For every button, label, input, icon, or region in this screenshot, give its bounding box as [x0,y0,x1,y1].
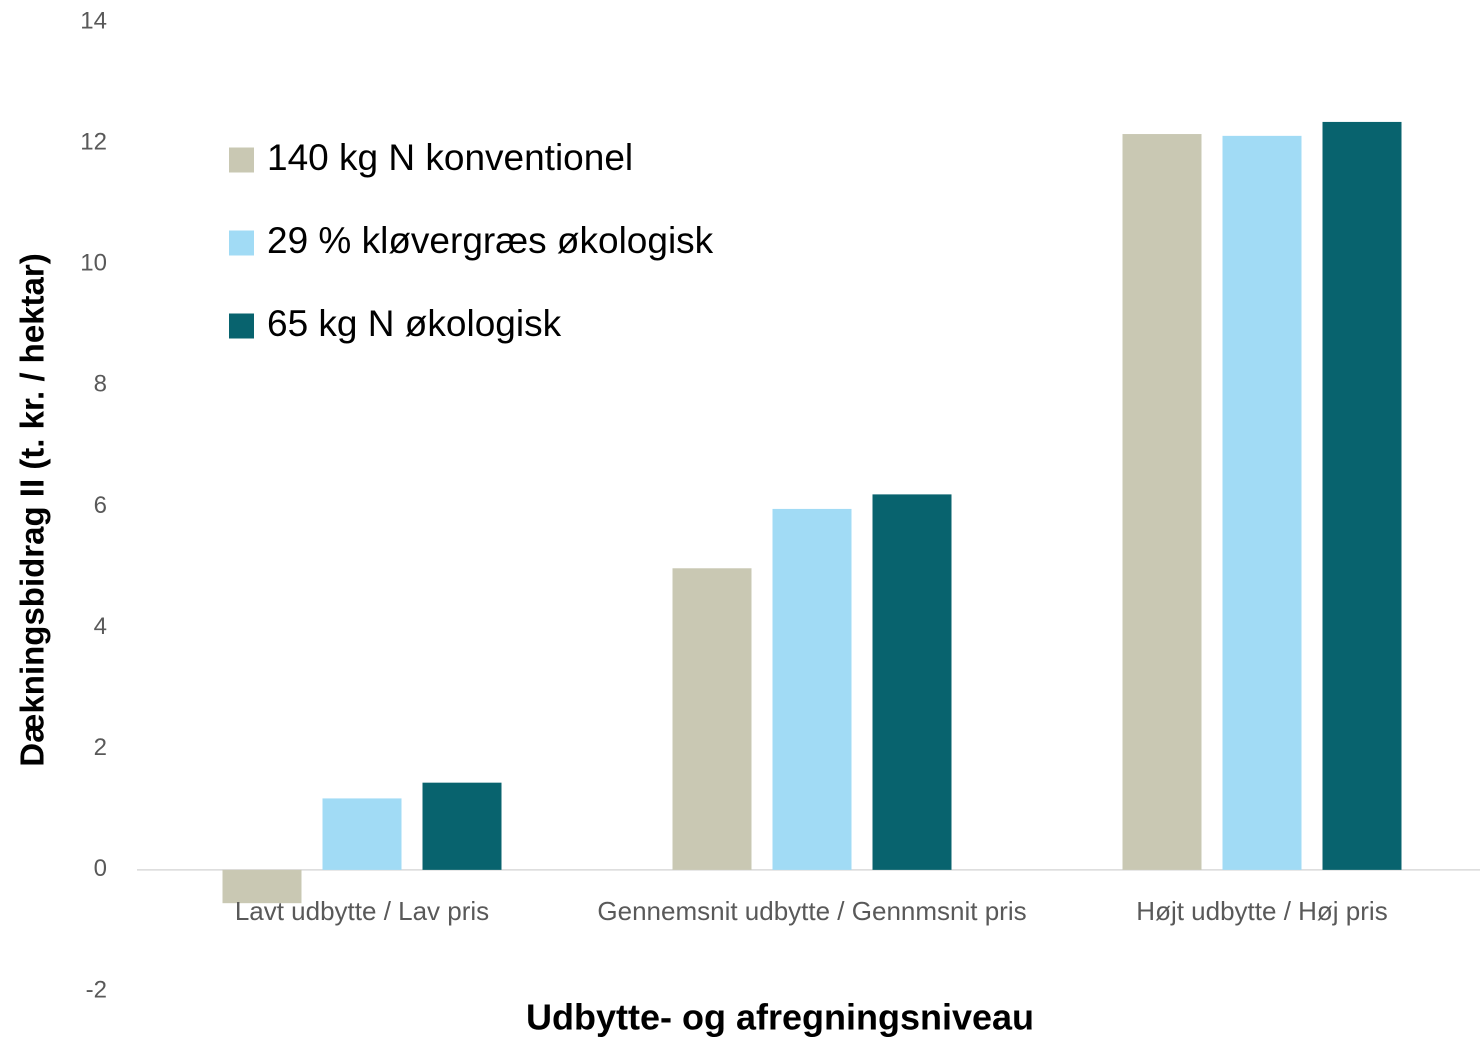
y-tick-label: 6 [94,492,107,519]
bar [1122,134,1202,870]
x-tick-label: Gennemsnit udbytte / Gennmsnit pris [597,896,1027,926]
bar [322,798,402,870]
legend-swatch [229,147,254,173]
bar [772,508,852,870]
legend-swatch [229,313,254,339]
x-tick-label: Lavt udbytte / Lav pris [234,896,490,926]
y-tick-label: 8 [94,371,107,398]
x-axis-title: Udbytte- og afregningsniveau [526,997,1034,1038]
legend-label: 29 % kløvergræs økologisk [267,220,714,261]
y-tick-label: 14 [80,7,107,34]
bar [422,782,502,870]
y-tick-label: 4 [94,613,107,640]
x-tick-label: Højt udbytte / Høj pris [1136,896,1388,926]
y-tick-label: 12 [80,128,107,155]
bar [222,869,302,904]
bar [672,568,752,870]
bar [1222,135,1302,870]
y-tick-label: -2 [86,976,107,1003]
legend-swatch [229,230,254,256]
bar [1322,121,1402,870]
y-tick-label: 0 [94,855,107,882]
y-tick-label: 2 [94,734,107,761]
legend-label: 65 kg N økologisk [267,303,562,344]
y-tick-label: 10 [80,250,107,277]
legend-label: 140 kg N konventionel [267,137,633,178]
y-axis-title: Dækningsbidrag II (t. kr. / hektar) [14,253,51,766]
bar [872,494,952,870]
